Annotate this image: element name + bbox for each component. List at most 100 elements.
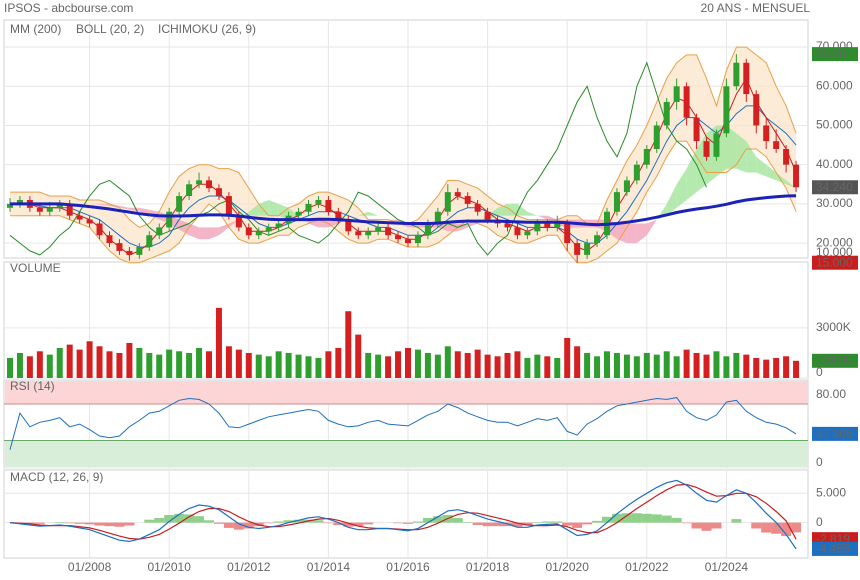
volume-bar [375,354,382,378]
volume-bar [335,347,342,378]
value-badge [812,541,858,556]
candle-body [405,239,411,244]
volume-bar [703,354,710,378]
ichimoku-cloud [507,203,518,216]
x-tick-label: 01/2012 [227,560,271,574]
macd-histogram-bar [422,517,433,523]
macd-histogram-bar [572,522,583,528]
volume-bar [126,342,133,378]
candle-body [683,86,690,118]
ichimoku-cloud [766,164,777,181]
macd-histogram-bar [184,514,195,523]
macd-histogram-bar [194,516,205,523]
macd-histogram-bar [233,522,244,530]
candle-body [325,199,332,212]
x-tick-label: 01/2014 [307,560,351,574]
candle-body [693,117,700,142]
ichimoku-cloud [646,219,657,236]
panel-title: VOLUME [10,261,61,275]
macd-histogram-bar [273,521,284,523]
volume-bar [345,311,352,378]
moving-average [10,194,797,227]
x-tick-label: 01/2020 [546,560,590,574]
candle-body [474,203,481,212]
y-tick-label: 40.000 [816,157,853,171]
volume-bar [504,352,511,378]
candle-body [504,223,511,228]
macd-histogram-bar [114,522,125,527]
candle-body [355,231,362,236]
ichimoku-chikou [9,61,707,256]
volume-bar [623,354,630,378]
macd-histogram-bar [691,522,702,529]
ichimoku-cloud [537,215,548,220]
macd-histogram-bar [592,520,603,523]
ichimoku-cloud [218,223,229,236]
candle-body [375,227,382,232]
candle-body [594,235,601,244]
macd-histogram-bar [283,520,294,523]
candle-body [574,243,581,255]
macd-histogram-bar [64,522,75,524]
volume-bar [434,354,441,378]
candle-body [444,192,451,212]
bollinger-band [9,47,797,263]
volume-bar [424,352,431,378]
ichimoku-cloud [786,180,797,189]
candle-body [623,180,630,193]
bollinger-lower [10,140,797,264]
volume-bar [86,341,93,378]
value-badge-label: 68.20 [816,47,846,61]
value-badge-label: -4.485 [816,542,850,556]
macd-histogram-bar [432,516,443,523]
volume-bar [106,351,113,378]
volume-bar [793,360,800,378]
macd-histogram-bar [562,522,573,526]
ichimoku-cloud [318,219,329,228]
x-tick-label: 01/2008 [68,560,112,574]
volume-bar [46,354,53,378]
ichimoku-cloud [666,184,677,216]
y-tick-label: 20.000 [816,235,853,249]
x-tick-label: 01/2018 [466,560,510,574]
ichimoku-cloud [626,223,637,244]
volume-bar [405,347,411,378]
macd-histogram-bar [602,516,613,523]
volume-bar [26,356,33,378]
macd-histogram-bar [661,515,672,523]
volume-bar [474,349,481,378]
macd-histogram-bar [154,517,165,523]
candle-body [424,223,431,236]
candle-body [365,231,372,236]
macd-histogram-bar [611,513,622,523]
ichimoku-cloud [736,133,747,173]
volume-bar [16,352,23,378]
volume-bar [464,352,471,378]
macd-histogram-bar [323,522,334,524]
macd-histogram-bar [34,522,45,524]
macd-histogram-bar [701,522,712,531]
ichimoku-cloud [199,227,209,240]
chart-subtitle: 20 ANS - MENSUEL [701,1,811,15]
candle-body [395,235,402,240]
volume-bar [295,354,302,378]
macd-histogram-bar [74,522,85,524]
candle-body [176,196,183,212]
macd-histogram-bar [651,514,662,523]
volume-bar [613,352,620,378]
macd-histogram-bar [452,517,463,523]
candle-body [56,203,63,208]
volume-bar [116,352,123,378]
macd-histogram-bar [731,519,742,523]
candle-body [136,247,143,255]
volume-bar [723,356,730,378]
macd-histogram-bar [403,522,413,524]
volume-bar [534,354,541,378]
macd-histogram-bar [144,519,155,523]
volume-bar [683,349,690,378]
volume-bar [365,352,372,378]
candle-body [315,199,322,204]
candle-body [554,223,561,228]
ichimoku-cloud [686,148,697,200]
